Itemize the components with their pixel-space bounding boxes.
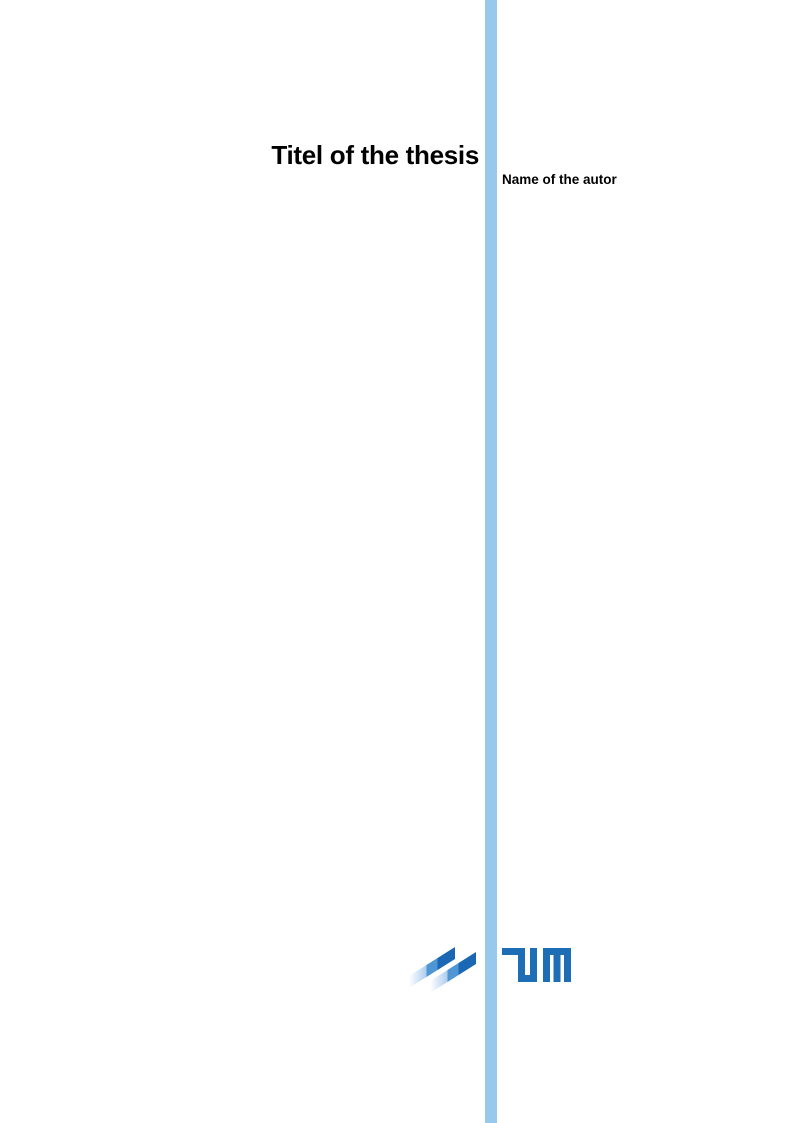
tum-logo-u-bottom (518, 975, 537, 982)
department-logo-icon (409, 947, 476, 993)
tum-logo-m-right (564, 948, 571, 982)
department-logo-bar-lower (430, 952, 476, 993)
accent-stripe (485, 0, 497, 1123)
tum-logo-t-stem (518, 948, 525, 982)
tum-logo-m-mid (553, 948, 561, 982)
tum-logo-u-arm (530, 948, 537, 982)
tum-logo-m-left (543, 948, 550, 982)
author-name: Name of the autor (502, 172, 617, 187)
tum-logo-icon (502, 948, 571, 982)
department-logo-bar-upper (409, 947, 455, 988)
thesis-title: Titel of the thesis (271, 140, 479, 170)
tum-logo-t-bar (502, 948, 525, 955)
